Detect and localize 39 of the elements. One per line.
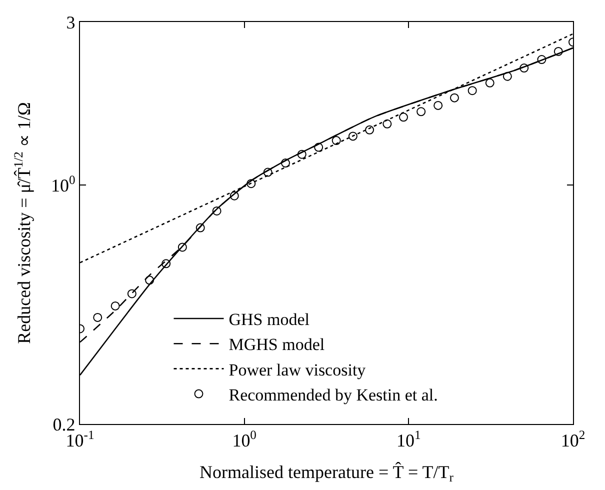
point — [230, 191, 239, 200]
point — [434, 100, 443, 110]
y-tick-label: 3 — [66, 12, 76, 32]
point — [246, 179, 256, 188]
point — [416, 107, 426, 116]
y-tick-label: 0.2 — [52, 414, 76, 434]
point — [485, 78, 494, 88]
point — [314, 142, 324, 152]
point — [297, 150, 306, 159]
point — [332, 136, 341, 146]
point — [263, 168, 272, 177]
point — [280, 158, 290, 168]
point — [502, 72, 512, 81]
point — [162, 259, 171, 268]
y-tick-label: 10$^{0}$ — [51, 172, 76, 196]
point — [554, 46, 563, 56]
legend-label: GHS model — [228, 310, 310, 330]
x-tick-label: 10$^{2}$ — [560, 428, 586, 451]
legend-label: MGHS model — [228, 335, 325, 354]
point — [127, 289, 136, 298]
point — [468, 86, 477, 96]
legend-label: Recommended by Kestin et al. — [228, 385, 438, 404]
point — [520, 64, 529, 73]
point — [212, 206, 222, 216]
point — [365, 125, 374, 134]
point — [110, 301, 120, 310]
x-tick-label: 10$^{0}$ — [232, 428, 256, 451]
x-tick-label: 10$^{1}$ — [396, 428, 421, 451]
point — [348, 132, 358, 141]
point — [145, 276, 154, 285]
point — [178, 242, 187, 252]
point — [196, 223, 205, 232]
x-axis-title: Normalised temperature = T̂ = T/T$_{r}$ — [200, 461, 454, 485]
point — [382, 119, 392, 128]
legend-label: Power law viscosity — [228, 360, 366, 380]
point — [93, 312, 102, 322]
point — [537, 55, 546, 64]
point — [450, 93, 459, 102]
point — [398, 112, 408, 122]
